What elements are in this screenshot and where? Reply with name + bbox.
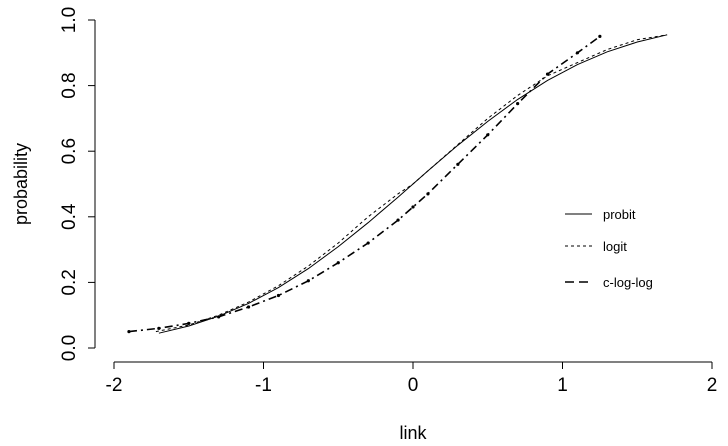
- y-axis-title: probability: [11, 143, 31, 225]
- y-tick-label: 0.6: [59, 138, 80, 164]
- x-axis-title: link: [399, 423, 427, 443]
- y-tick-label: 1.0: [59, 7, 80, 33]
- series-point-c-log-log: [187, 321, 191, 325]
- x-ticks: -2 -1 0 1 2: [106, 362, 718, 396]
- y-tick-label: 0.4: [59, 203, 80, 230]
- x-tick-label: -1: [255, 375, 272, 396]
- series-line-c-log-log: [128, 35, 601, 333]
- y-tick-label: 0.0: [59, 335, 80, 361]
- legend-label-probit: probit: [603, 207, 636, 222]
- series-point-c-log-log: [575, 51, 580, 55]
- series-layer: [127, 34, 668, 334]
- series-line-logit: [155, 34, 668, 333]
- y-ticks: 0.0 0.2 0.4 0.6 0.8 1.0: [59, 7, 95, 361]
- series-point-c-log-log: [217, 315, 221, 319]
- series-point-c-log-log: [598, 34, 602, 39]
- series-point-c-log-log: [336, 261, 340, 265]
- legend-label-c-log-log: c-log-log: [603, 275, 653, 290]
- series-point-c-log-log: [516, 102, 520, 106]
- x-tick-label: 2: [707, 375, 718, 396]
- series-point-c-log-log: [306, 279, 310, 283]
- x-tick-label: 1: [557, 375, 568, 396]
- series-point-c-log-log: [127, 330, 131, 334]
- series-point-c-log-log: [486, 133, 490, 137]
- axes: -2 -1 0 1 2 0.0 0.2 0.4 0.6 0.8 1.0: [59, 7, 717, 396]
- series-point-c-log-log: [426, 192, 430, 196]
- legend: probit logit c-log-log: [565, 207, 653, 290]
- series-point-c-log-log: [276, 293, 281, 298]
- series-point-c-log-log: [157, 326, 161, 330]
- series-point-c-log-log: [411, 205, 415, 209]
- series-point-c-log-log: [545, 72, 550, 76]
- series-point-c-log-log: [456, 162, 460, 166]
- series-point-c-log-log: [246, 305, 251, 309]
- x-tick-label: 0: [408, 375, 419, 396]
- series-point-c-log-log: [366, 241, 370, 245]
- x-tick-label: -2: [106, 375, 123, 396]
- series-point-c-log-log: [396, 218, 400, 222]
- legend-label-logit: logit: [603, 239, 627, 254]
- y-tick-label: 0.2: [59, 269, 80, 295]
- y-tick-label: 0.8: [59, 72, 80, 98]
